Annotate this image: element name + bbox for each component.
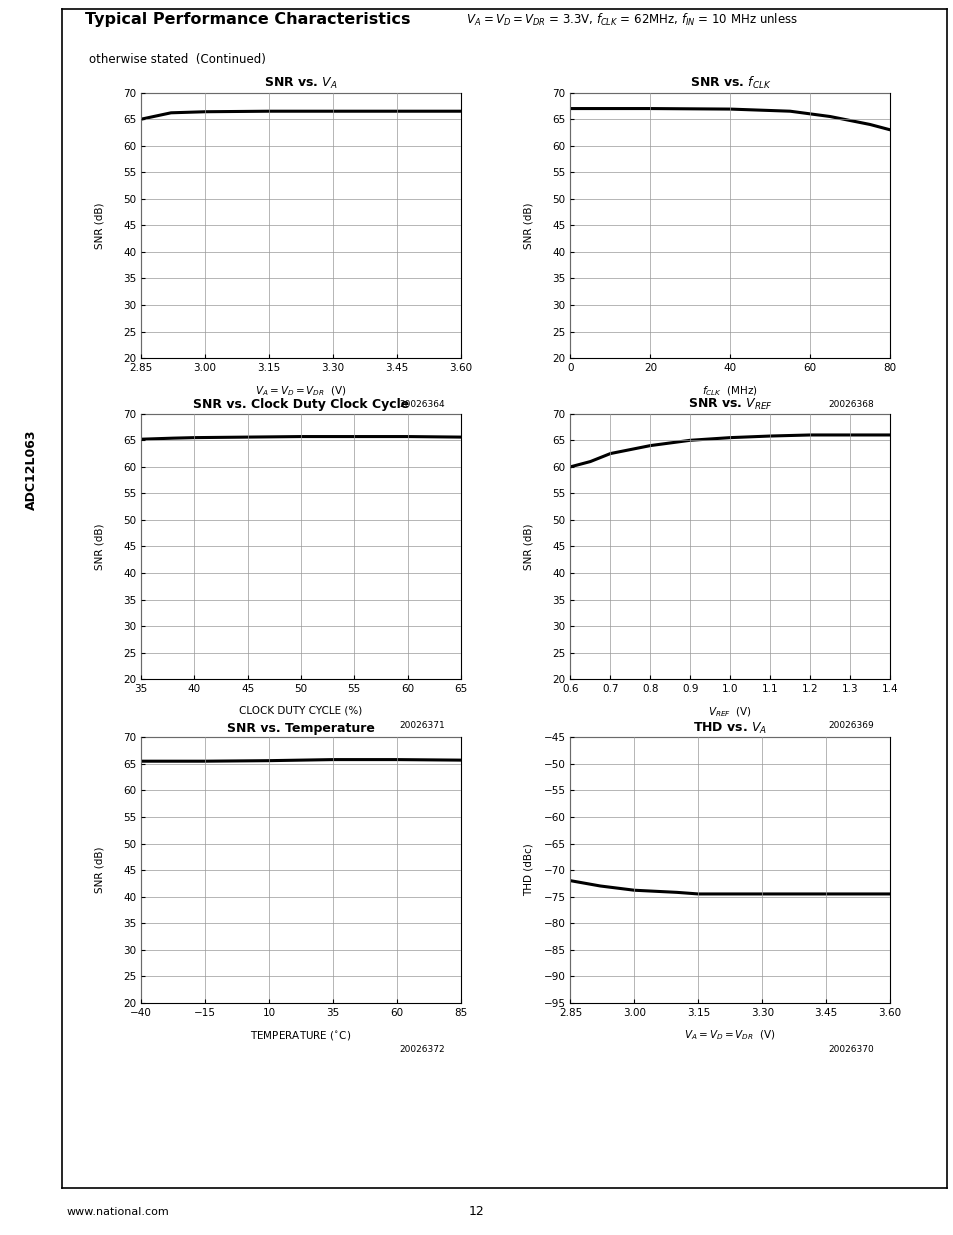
Text: $V_{REF}$  (V): $V_{REF}$ (V): [707, 705, 752, 719]
Text: $V_A = V_D = V_{DR}$ = 3.3V, $f_{CLK}$ = 62MHz, $f_{IN}$ = 10 MHz unless: $V_A = V_D = V_{DR}$ = 3.3V, $f_{CLK}$ =…: [462, 11, 797, 27]
Text: otherwise stated  (Continued): otherwise stated (Continued): [90, 53, 266, 67]
Text: 20026372: 20026372: [399, 1045, 445, 1053]
Text: SNR (dB): SNR (dB): [94, 847, 104, 893]
Text: 20026371: 20026371: [399, 721, 445, 730]
Text: CLOCK DUTY CYCLE (%): CLOCK DUTY CYCLE (%): [239, 705, 362, 715]
Title: THD vs. $V_A$: THD vs. $V_A$: [693, 721, 766, 736]
Text: 12: 12: [469, 1205, 484, 1218]
Text: TEMPERATURE ($^{\circ}$C): TEMPERATURE ($^{\circ}$C): [251, 1029, 351, 1042]
Title: SNR vs. Temperature: SNR vs. Temperature: [227, 721, 375, 735]
Text: 20026369: 20026369: [828, 721, 874, 730]
Title: SNR vs. Clock Duty Clock Cycle: SNR vs. Clock Duty Clock Cycle: [193, 398, 409, 411]
Text: SNR (dB): SNR (dB): [523, 524, 533, 569]
Text: 20026368: 20026368: [828, 400, 874, 409]
Text: $V_A = V_D = V_{DR}$  (V): $V_A = V_D = V_{DR}$ (V): [683, 1029, 776, 1042]
Text: 20026370: 20026370: [828, 1045, 874, 1053]
Title: SNR vs. $V_{REF}$: SNR vs. $V_{REF}$: [687, 398, 772, 412]
Text: ADC12L063: ADC12L063: [25, 429, 37, 510]
Text: SNR (dB): SNR (dB): [94, 203, 104, 248]
Title: SNR vs. $V_A$: SNR vs. $V_A$: [264, 77, 337, 91]
Text: $V_A = V_D = V_{DR}$  (V): $V_A = V_D = V_{DR}$ (V): [254, 384, 347, 398]
Text: SNR (dB): SNR (dB): [94, 524, 104, 569]
Text: $f_{CLK}$  (MHz): $f_{CLK}$ (MHz): [701, 384, 758, 398]
Text: www.national.com: www.national.com: [67, 1207, 170, 1216]
Text: THD (dBc): THD (dBc): [523, 844, 533, 897]
Text: SNR (dB): SNR (dB): [523, 203, 533, 248]
Text: Typical Performance Characteristics: Typical Performance Characteristics: [85, 11, 410, 27]
Text: 20026364: 20026364: [399, 400, 445, 409]
Title: SNR vs. $f_{CLK}$: SNR vs. $f_{CLK}$: [689, 75, 770, 91]
